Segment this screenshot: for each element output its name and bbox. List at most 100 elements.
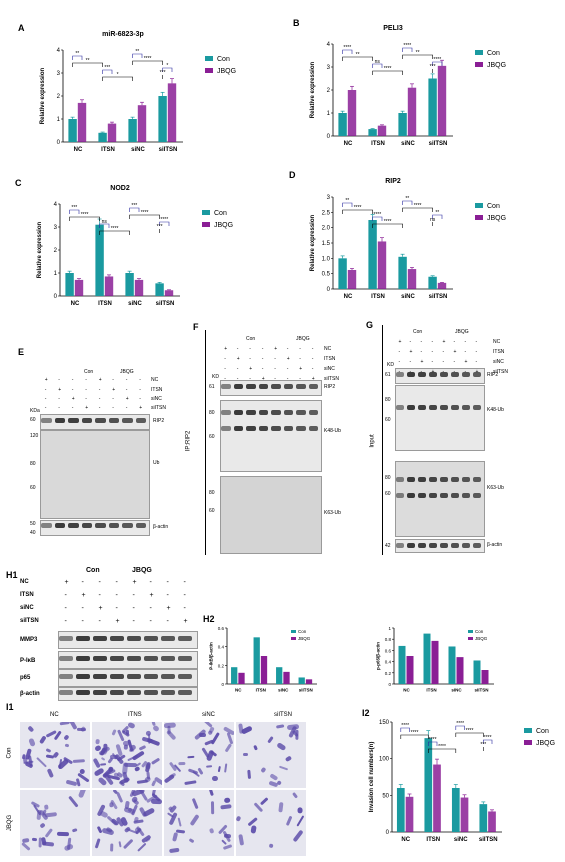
treatment-sign: +: [274, 346, 278, 352]
bar-jbqg-itsn: [260, 656, 268, 684]
stained-cell: [31, 837, 38, 842]
y-tick-label: 0: [57, 140, 61, 146]
bar-jbqg-itsn: [433, 764, 441, 832]
treatment-sign: -: [420, 339, 423, 345]
blot-band: [440, 477, 448, 482]
blot-band: [473, 405, 481, 410]
x-tick-label-siitsn: siITSN: [156, 301, 175, 307]
significance-bracket: [372, 70, 403, 75]
stained-cell: [46, 754, 55, 759]
micrograph-tile: [164, 790, 234, 856]
micrograph-tile: [92, 790, 162, 856]
bar-jbqg-nc: [77, 102, 87, 142]
blot-f-row-sinc: siNC: [324, 366, 335, 372]
x-tick-label-nc: NC: [403, 688, 410, 693]
blot-band: [462, 405, 470, 410]
legend-swatch-jbqg: [291, 637, 296, 640]
bar-jbqg-itsn: [377, 241, 387, 289]
treatment-sign: +: [249, 366, 253, 372]
blot-e-kda: KDa: [30, 408, 40, 414]
blot-band: [178, 690, 192, 695]
blot-band: [59, 656, 73, 661]
blot-f: Con JBQG NC ITSN siNC siITSN KD RIP2 K48…: [205, 330, 371, 555]
treatment-sign: -: [139, 396, 141, 402]
treatment-sign: +: [64, 579, 69, 586]
legend-label-con: Con: [536, 728, 549, 735]
blot-band: [144, 674, 158, 679]
blot-band: [95, 523, 106, 528]
panel-label-i1: I1: [6, 702, 14, 712]
blot-e-marker-60b: 60: [30, 485, 36, 491]
blot-g-row-siitsn: siITSN: [493, 369, 508, 375]
micro-col-sinc: siNC: [202, 712, 215, 718]
treatment-sign: -: [71, 377, 74, 383]
significance-label: ns: [102, 219, 108, 225]
blot-band: [110, 674, 124, 679]
blot-band: [127, 636, 141, 641]
blot-h1-band-mmp3: MMP3: [20, 637, 38, 643]
legend-swatch-con: [475, 203, 483, 208]
blot-f-side-label: IP:RIP2: [185, 430, 192, 452]
bar-con-sinc: [276, 667, 283, 684]
bar-con-siitsn: [158, 96, 167, 142]
stained-cell: [250, 825, 257, 834]
treatment-sign: -: [464, 349, 467, 355]
stained-cell: [238, 723, 244, 735]
legend-label-jbqg: JBQG: [536, 740, 555, 747]
significance-label: ****: [384, 219, 392, 225]
blot-band: [161, 636, 175, 641]
significance-bracket: [129, 214, 160, 219]
blot-band: [418, 477, 426, 482]
x-tick-label-nc: NC: [401, 837, 410, 843]
blot-band: [396, 372, 404, 377]
legend-label-con: Con: [298, 629, 307, 634]
blot-h1-row-sinc: siNC: [20, 605, 34, 611]
stained-cell: [191, 797, 199, 809]
significance-bracket: [102, 69, 113, 74]
bar-con-siitsn: [298, 677, 305, 684]
treatment-sign: -: [58, 405, 60, 411]
significance-bracket: [432, 214, 443, 219]
y-axis-label: Relative expression: [37, 221, 43, 278]
treatment-sign: -: [149, 605, 152, 612]
treatment-sign: -: [112, 405, 114, 411]
treatment-sign: -: [115, 605, 118, 612]
significance-label: ***: [71, 205, 77, 211]
chart-title: NOD2: [110, 185, 130, 192]
bar-jbqg-sinc: [137, 105, 147, 142]
blot-band: [418, 372, 426, 377]
blot-f-row-itsn: ITSN: [324, 356, 336, 362]
treatment-sign: -: [58, 396, 60, 402]
blot-band: [221, 410, 231, 415]
treatment-sign: +: [183, 618, 188, 625]
treatment-sign: -: [81, 618, 84, 625]
treatment-sign: +: [442, 339, 446, 345]
significance-label: ***: [157, 224, 163, 230]
bar-jbqg-siitsn: [488, 811, 496, 832]
treatment-sign: +: [98, 605, 103, 612]
micro-col-nc: NC: [50, 712, 59, 718]
blot-band: [221, 426, 231, 431]
blot-band: [93, 674, 107, 679]
significance-bracket: [402, 47, 413, 52]
stained-cell: [109, 754, 119, 759]
blot-g-side-label: Input: [369, 434, 376, 448]
x-tick-label-sinc: siNC: [451, 688, 462, 693]
y-tick-label: 3: [327, 65, 331, 71]
treatment-sign: +: [85, 405, 89, 411]
blot-band: [161, 656, 175, 661]
bar-jbqg-sinc: [407, 87, 417, 136]
y-tick-label: 50: [382, 793, 389, 799]
stained-cell: [223, 763, 228, 774]
significance-bracket: [372, 223, 403, 228]
treatment-sign: -: [261, 346, 264, 352]
y-tick-label: 2: [57, 94, 61, 100]
legend-swatch-jbqg: [205, 68, 213, 73]
treatment-sign: -: [274, 356, 276, 362]
treatment-sign: -: [132, 592, 135, 599]
treatment-sign: -: [453, 339, 456, 345]
blot-e-band-actin: β-actin: [153, 524, 169, 530]
x-tick-label-sinc: siNC: [401, 294, 415, 300]
bar-con-sinc: [451, 788, 460, 832]
blot-band: [429, 493, 437, 498]
